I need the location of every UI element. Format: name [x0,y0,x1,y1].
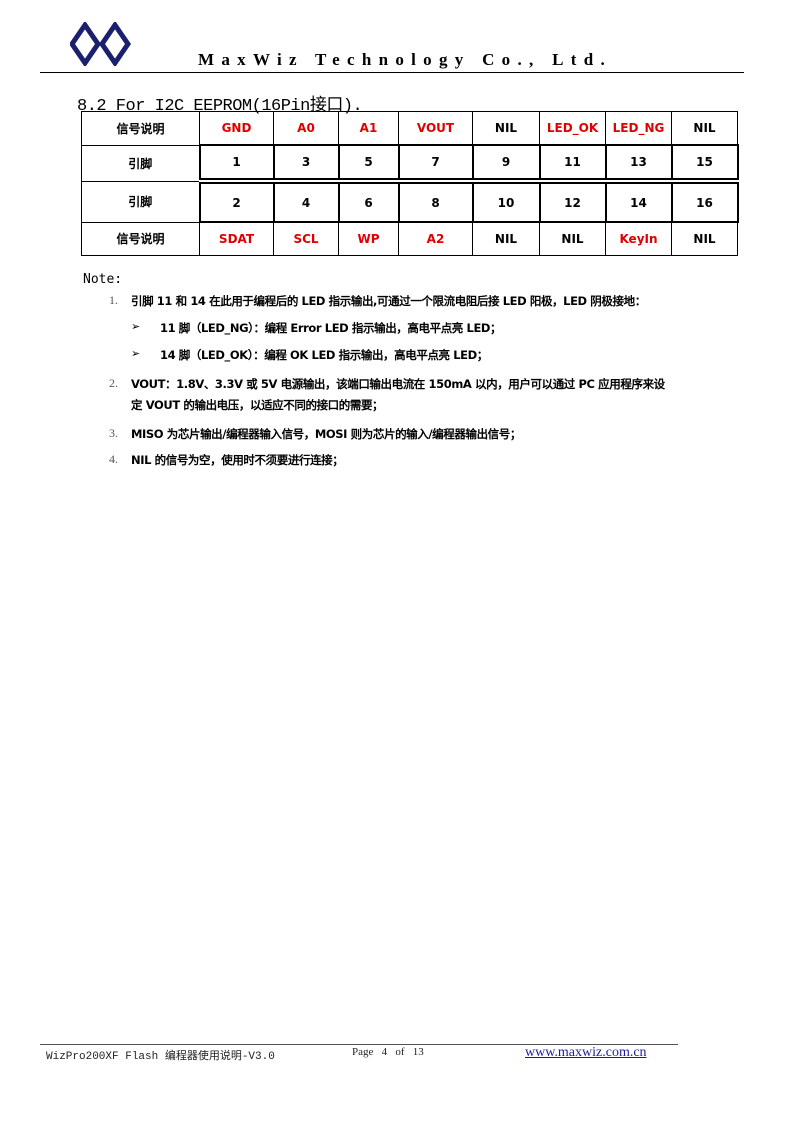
signal-cell: SCL [273,221,339,256]
pin-number-cell: 16 [670,178,739,223]
pin-number-cell: 4 [272,178,340,223]
signal-cell: A2 [398,221,473,256]
footer-website-link[interactable]: www.maxwiz.com.cn [525,1045,647,1060]
signal-cell: VOUT [398,111,473,146]
signal-cell: KeyIn [605,221,672,256]
note-subitem: 11 脚（LED_NG）：编程 Error LED 指示输出，高电平点亮 LED… [160,321,502,335]
bullet-arrow-icon: ➢ [131,321,141,333]
pin-number-cell: 7 [397,144,474,182]
signal-cell: NIL [671,111,738,146]
table-row: 引脚 2 4 6 8 10 12 14 16 [81,178,739,223]
note-title: Note: [83,272,123,287]
pin-number-cell: 13 [604,144,673,182]
note-number: 4. [109,452,118,466]
pin-number-cell: 12 [538,178,607,223]
footer-page-number: Page 4 of 13 [352,1046,424,1058]
note-number: 3. [109,426,118,440]
row-label: 引脚 [81,144,200,182]
pin-number-cell: 6 [337,178,400,223]
signal-cell: NIL [472,221,540,256]
signal-cell: LED_NG [605,111,672,146]
note-item: MISO 为芯片输出/编程器输入信号，MOSI 则为芯片的输入/编程器输出信号； [131,427,521,441]
signal-cell: WP [338,221,399,256]
pin-number-cell: 14 [604,178,673,223]
pin-number-cell: 9 [471,144,541,182]
signal-cell: NIL [539,221,606,256]
row-label: 信号说明 [81,111,200,146]
note-number: 2. [109,376,118,390]
footer-doc-title: WizPro200XF Flash 编程器使用说明-V3.0 [46,1051,275,1063]
note-item: 引脚 11 和 14 在此用于编程后的 LED 指示输出,可通过一个限流电阻后接… [131,294,646,308]
signal-cell: A0 [273,111,339,146]
pin-number-cell: 10 [471,178,541,223]
header-divider [40,72,744,73]
row-label: 信号说明 [81,221,200,256]
signal-cell: GND [199,111,274,146]
signal-cell: A1 [338,111,399,146]
company-name: MaxWiz Technology Co., Ltd. [198,50,613,69]
pin-number-cell: 3 [272,144,340,182]
maxwiz-logo [70,22,132,66]
pin-table: 信号说明 GND A0 A1 VOUT NIL LED_OK LED_NG NIL 引脚 1 3 5 7 9… [81,111,739,256]
table-row: 引脚 1 3 5 7 9 11 13 15 [81,144,739,182]
note-item-continued: 定 VOUT 的输出电压，以适应不同的接口的需要； [131,398,384,412]
pin-number-cell: 5 [337,144,400,182]
note-number: 1. [109,293,118,307]
note-item: NIL 的信号为空，使用时不须要进行连接； [131,453,344,467]
pin-number-cell: 15 [670,144,739,182]
signal-cell: NIL [472,111,540,146]
pin-number-cell: 8 [397,178,474,223]
table-row: 信号说明 SDAT SCL WP A2 NIL NIL KeyIn NIL [81,221,738,256]
footer-divider [40,1044,678,1045]
pin-number-cell: 1 [198,144,275,182]
bullet-arrow-icon: ➢ [131,348,141,360]
signal-cell: NIL [671,221,738,256]
pin-number-cell: 11 [538,144,607,182]
note-item: VOUT：1.8V、3.3V 或 5V 电源输出，该端口输出电流在 150mA … [131,377,665,391]
pin-number-cell: 2 [198,178,275,223]
note-subitem: 14 脚（LED_OK）：编程 OK LED 指示输出，高电平点亮 LED； [160,348,488,362]
table-row: 信号说明 GND A0 A1 VOUT NIL LED_OK LED_NG NIL [81,111,738,146]
signal-cell: SDAT [199,221,274,256]
signal-cell: LED_OK [539,111,606,146]
row-label: 引脚 [81,180,200,223]
